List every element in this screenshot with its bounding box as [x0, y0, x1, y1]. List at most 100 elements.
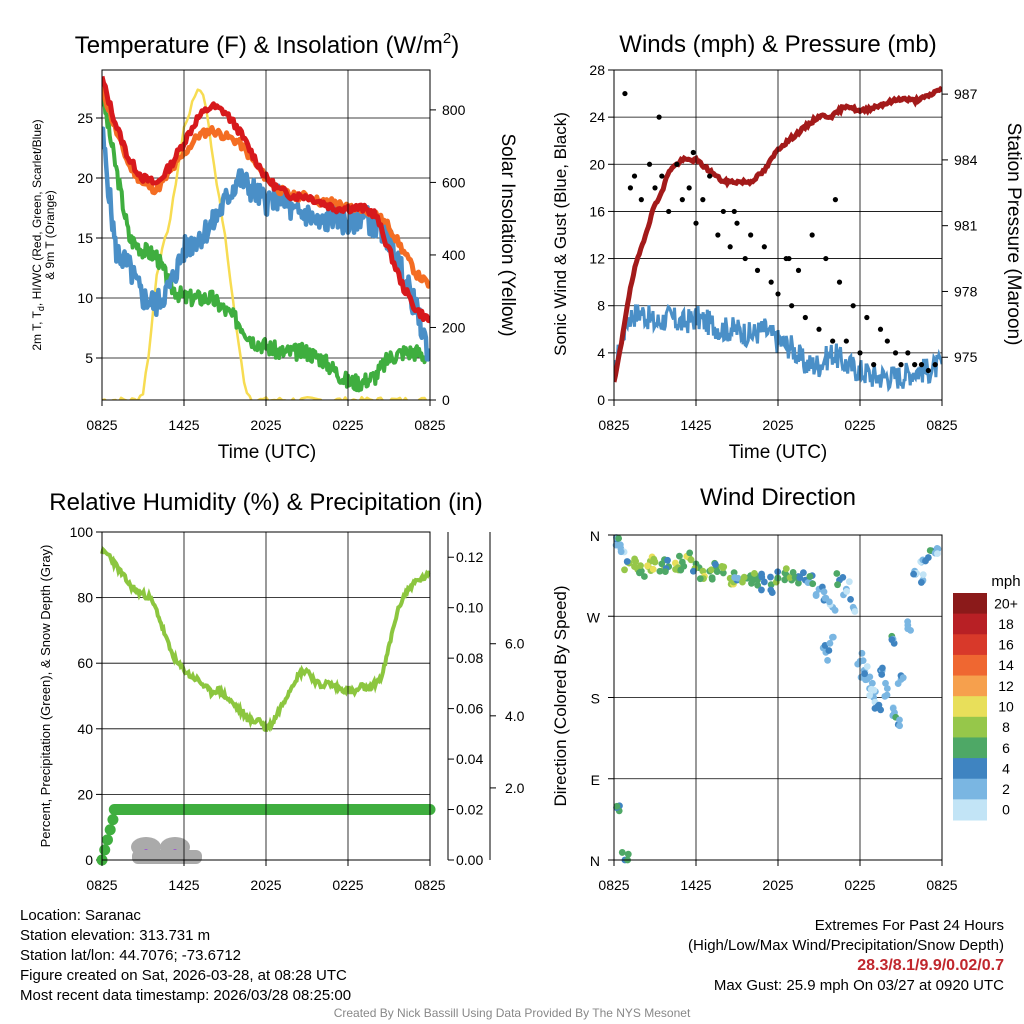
direction-point [878, 671, 886, 678]
gust-point [871, 362, 877, 368]
y2-tick-label: 0.10 [456, 600, 483, 616]
direction-point [795, 579, 802, 587]
direction-point [754, 581, 762, 589]
y2-tick-label: 0.12 [456, 549, 483, 565]
temperature-xlabel: Time (UTC) [218, 442, 317, 463]
max-gust: Max Gust: 25.9 mph On 03/27 at 0920 UTC [713, 977, 1004, 994]
y-tick-label: 5 [85, 350, 93, 366]
gust-point [795, 267, 802, 273]
y-tick-label: 80 [77, 590, 93, 606]
y-tick-label: 0 [597, 392, 605, 408]
direction-point [613, 802, 621, 810]
direction-point [882, 679, 889, 687]
y-tick-label: S [591, 691, 600, 707]
x-tick-label: 0825 [414, 417, 445, 433]
gust-point [850, 303, 856, 309]
gust-point [631, 173, 638, 179]
precip-point [107, 814, 119, 826]
gust-point [925, 367, 931, 374]
station-latlon: Station lat/lon: 44.7076; -73.6712 [20, 947, 242, 964]
svg-text:& 9m T (Orange): & 9m T (Orange) [43, 190, 57, 280]
direction-point [731, 574, 739, 581]
y-tick-label: N [590, 528, 600, 544]
direction-point [919, 571, 927, 579]
humidity-title: Relative Humidity (%) & Precipitation (i… [49, 489, 482, 516]
gust-point [720, 208, 726, 215]
gust-point [731, 208, 737, 215]
direction-point [834, 581, 841, 589]
direction-point [676, 552, 683, 560]
figure-created: Figure created on Sat, 2026-03-28, at 08… [20, 967, 347, 984]
colorbar-label: 14 [998, 657, 1014, 673]
snow-depth-base [132, 850, 202, 864]
y-tick-label: 12 [589, 251, 605, 267]
y2-tick-label: 200 [442, 319, 466, 335]
gust-point [666, 208, 672, 215]
direction-point [636, 569, 643, 577]
gust-point [892, 350, 899, 356]
direction-point [650, 555, 658, 563]
colorbar-swatch [953, 613, 987, 635]
colorbar-label: 18 [998, 616, 1014, 632]
x-tick-label: 0825 [926, 417, 957, 433]
direction-point [618, 849, 626, 856]
gust-point [912, 362, 918, 368]
temperature-vgrid [183, 70, 349, 400]
colorbar-swatch [953, 778, 987, 800]
station-elevation: Station elevation: 313.731 m [20, 927, 211, 944]
direction-point [820, 588, 828, 596]
gust-point [789, 303, 795, 309]
colorbar-swatch [953, 634, 987, 656]
gust-point [659, 173, 665, 179]
direction-point [888, 636, 896, 644]
colorbar-label: 20+ [994, 595, 1018, 611]
gust-point [816, 326, 822, 332]
direction-xticks: 0825 1425 2025 0225 0825 [598, 860, 958, 893]
gust-point [836, 279, 843, 285]
x-tick-label: 0825 [598, 417, 629, 433]
direction-point [854, 660, 862, 668]
colorbar-swatch [953, 675, 987, 697]
y2-tick-label: 600 [442, 174, 466, 190]
gust-point [802, 314, 808, 321]
direction-point [806, 573, 814, 580]
temperature-ylabel: 2m T, Td, HI/WC (Red, Green, Scarlet/Blu… [30, 119, 57, 350]
y-tick-label: 28 [589, 62, 605, 78]
y-tick-label: W [587, 609, 601, 625]
direction-point [624, 850, 632, 858]
y2-tick-label: 987 [954, 86, 978, 102]
station-location: Location: Saranac [20, 907, 141, 924]
direction-point [881, 692, 889, 700]
x-tick-label: 1425 [168, 877, 199, 893]
x-tick-label: 0225 [844, 877, 875, 893]
y-tick-label: N [590, 853, 600, 869]
y3-tick-label: 6.0 [505, 636, 525, 652]
direction-point [689, 567, 697, 575]
direction-point [861, 670, 868, 678]
direction-point [758, 570, 766, 578]
direction-point [644, 562, 651, 570]
gust-point [638, 197, 644, 203]
direction-point [631, 555, 639, 563]
direction-point [934, 550, 941, 558]
direction-point [826, 639, 834, 647]
y-tick-label: 8 [597, 298, 605, 314]
y2-tick-label: 0 [442, 392, 450, 408]
direction-title: Wind Direction [700, 484, 856, 511]
y-tick-label: 20 [77, 786, 93, 802]
direction-point [863, 663, 871, 670]
y2-tick-label: 0.06 [456, 701, 483, 717]
x-tick-label: 1425 [680, 877, 711, 893]
y-tick-label: 10 [77, 290, 93, 306]
direction-point [800, 569, 807, 577]
direction-point [767, 573, 774, 581]
precip-point [104, 824, 116, 836]
precip-point [101, 834, 113, 846]
colorbar-swatch [953, 737, 987, 759]
direction-point [656, 567, 664, 575]
colorbar-label: 8 [1002, 719, 1010, 735]
winds-ylabel: Sonic Wind & Gust (Blue, Black) [551, 112, 570, 356]
direction-point [708, 575, 716, 583]
direction-point [786, 574, 794, 582]
temperature-title: Temperature (F) & Insolation (W/m2) [75, 30, 459, 59]
